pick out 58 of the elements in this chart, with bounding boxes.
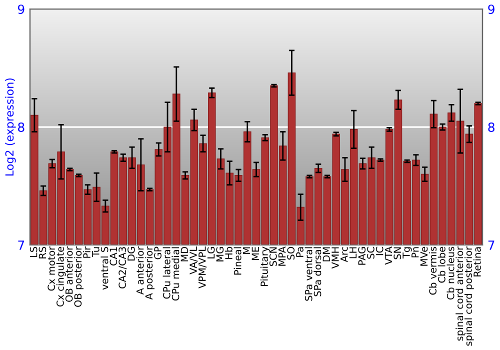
y-tick-label: 7 <box>18 240 24 250</box>
x-tick-label: Cx motor <box>48 246 55 291</box>
x-tick-label: A anterior <box>136 246 144 295</box>
y2-tick-label: 7 <box>488 240 494 250</box>
x-tick-label: OB anterior <box>65 246 73 302</box>
x-tick-label: ventral S <box>100 246 108 290</box>
x-tick-label: MD <box>180 246 188 262</box>
x-tick-label: Tg <box>402 247 412 259</box>
x-tick-label: Cb nucleus <box>446 246 454 300</box>
x-tick-label: M <box>242 247 250 254</box>
x-tick-label: SPa dorsal <box>314 247 322 296</box>
x-tick-label: Pituitary <box>260 246 270 286</box>
x-tick-label: CA1 <box>110 247 118 266</box>
x-tick-label: spinal cord anterior <box>456 246 466 341</box>
y2-tick-label: 8 <box>488 122 494 132</box>
x-tick-label: VPM/VPL <box>198 246 207 288</box>
x-tick-label: GP <box>154 246 162 260</box>
y-tick-label: 8 <box>18 122 24 132</box>
x-tick-label: LS <box>30 246 38 258</box>
x-tick-label: A posterior <box>145 246 154 300</box>
x-tick-label: SPa ventral <box>304 247 312 301</box>
x-tick-label: SC <box>367 246 374 259</box>
x-tick-label: VA/VL <box>190 246 198 274</box>
x-tick-label: Pn <box>412 247 419 258</box>
x-tick-label: MG <box>216 247 224 262</box>
x-tick-label: RS <box>38 246 46 258</box>
x-tick-label: CPu medial <box>172 247 180 301</box>
x-tick-label: ME <box>252 247 259 260</box>
y2-tick-label: 9 <box>488 4 494 14</box>
x-tick-label: IC <box>376 246 384 256</box>
x-tick-label: PAG <box>358 247 366 265</box>
x-tick-label: Cb vermis <box>428 246 437 295</box>
x-tick-label: MVe <box>420 246 428 266</box>
x-tick-label: Cb lobe <box>438 246 446 283</box>
x-tick-label: OB posterior <box>74 246 84 307</box>
x-tick-label: Pir <box>82 246 90 258</box>
x-tick-label: Tu <box>92 247 100 258</box>
x-tick-label: spinal cord posterior <box>464 246 474 346</box>
x-tick-label: Cx cingulate <box>56 246 66 306</box>
x-tick-label: MPA <box>278 246 286 266</box>
x-tick-label: Retina <box>473 247 481 276</box>
x-tick-label: Arc <box>340 246 348 262</box>
x-tick-label: DM <box>322 247 330 262</box>
x-tick-label: CPu lateral <box>162 247 170 299</box>
y-tick-label: 9 <box>18 4 24 14</box>
x-tick-label: Pa <box>296 247 304 257</box>
x-tick-label: SN <box>394 247 402 260</box>
x-tick-label: SCN <box>269 247 277 266</box>
x-tick-label: LG <box>207 247 215 258</box>
x-tick-label: DG <box>128 247 135 260</box>
x-tick-label: Pineal <box>234 247 242 275</box>
x-tick-label: Hb <box>224 246 232 259</box>
y-axis-title: Log2 (expression) <box>5 78 16 176</box>
x-tick-label: SO <box>287 246 295 260</box>
x-tick-label: VTA <box>384 246 392 265</box>
x-tick-label: CA2/CA3 <box>118 247 127 288</box>
x-tick-label: LH <box>349 247 357 258</box>
x-tick-label: VMH <box>332 247 339 269</box>
